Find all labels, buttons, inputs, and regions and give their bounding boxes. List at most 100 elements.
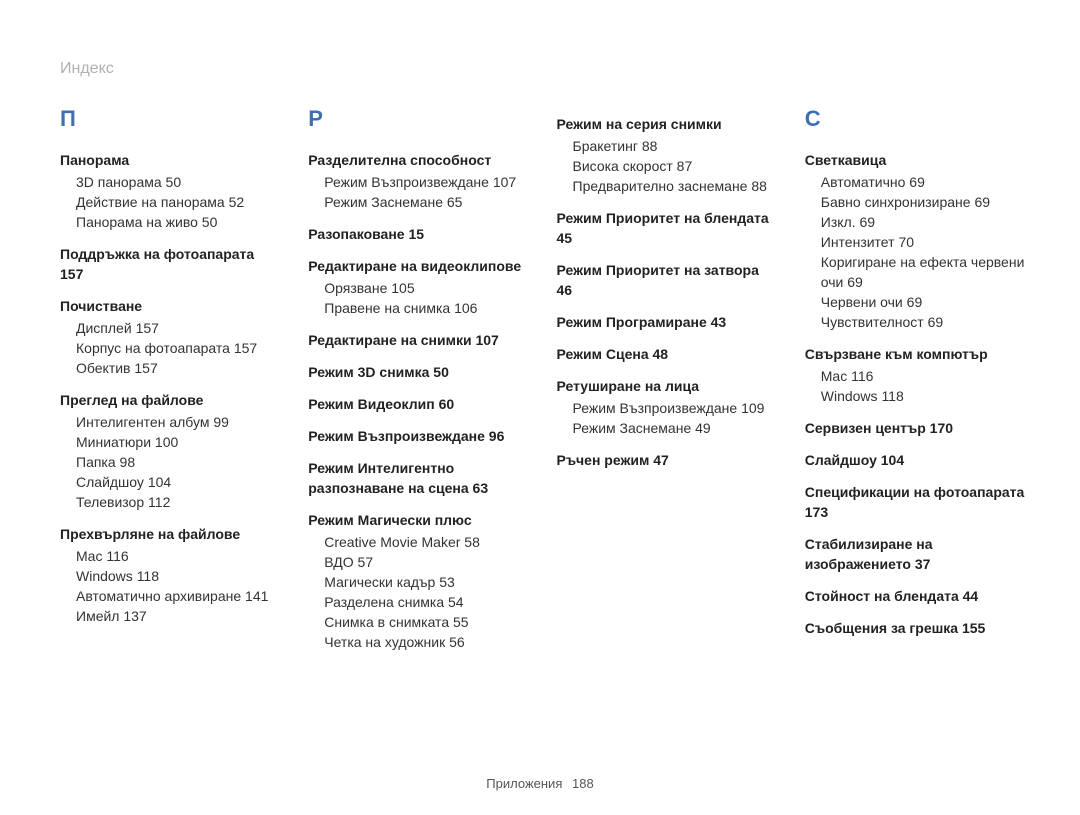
sub-item[interactable]: Интелигентен албум 99 xyxy=(76,412,280,432)
sub-item[interactable]: Изкл. 69 xyxy=(821,212,1025,232)
sub-item[interactable]: Mac 116 xyxy=(76,546,280,566)
sub-item-page: 57 xyxy=(358,554,374,570)
sub-item[interactable]: ВДО 57 xyxy=(324,552,528,572)
entry-title[interactable]: Прехвърляне на файлове xyxy=(60,524,280,544)
sub-item[interactable]: Слайдшоу 104 xyxy=(76,472,280,492)
sub-item-page: 118 xyxy=(137,568,159,584)
sub-item[interactable]: Правене на снимка 106 xyxy=(324,298,528,318)
entry-title[interactable]: Разделителна способност xyxy=(308,150,528,170)
index-entry: Разопаковане 15 xyxy=(308,224,528,244)
entry-title-text: Почистване xyxy=(60,298,142,314)
entry-title[interactable]: Режим Програмиране 43 xyxy=(557,312,777,332)
sub-item[interactable]: Автоматично архивиране 141 xyxy=(76,586,280,606)
sub-item[interactable]: Четка на художник 56 xyxy=(324,632,528,652)
entry-page: 50 xyxy=(433,364,449,380)
sub-item[interactable]: Windows 118 xyxy=(821,386,1025,406)
sub-item[interactable]: Бавно синхронизиране 69 xyxy=(821,192,1025,212)
entry-title[interactable]: Режим Сцена 48 xyxy=(557,344,777,364)
index-entry: Спецификации на фотоапарата 173 xyxy=(805,482,1025,522)
sub-item-page: 116 xyxy=(851,368,873,384)
sub-item-label: Папка xyxy=(76,454,116,470)
entry-title[interactable]: Режим Магически плюс xyxy=(308,510,528,530)
sub-item[interactable]: Коригиране на ефекта червени очи 69 xyxy=(821,252,1025,292)
entry-title[interactable]: Режим Приоритет на блендата 45 xyxy=(557,208,777,248)
entry-title[interactable]: Светкавица xyxy=(805,150,1025,170)
sub-item[interactable]: 3D панорама 50 xyxy=(76,172,280,192)
entry-page: 43 xyxy=(711,314,727,330)
sub-item[interactable]: Режим Възпроизвеждане 109 xyxy=(573,398,777,418)
entry-title[interactable]: Стабилизиране на изображението 37 xyxy=(805,534,1025,574)
sub-item[interactable]: Магически кадър 53 xyxy=(324,572,528,592)
sub-item[interactable]: Режим Заснемане 65 xyxy=(324,192,528,212)
entry-title[interactable]: Редактиране на снимки 107 xyxy=(308,330,528,350)
sub-item[interactable]: Корпус на фотоапарата 157 xyxy=(76,338,280,358)
sub-item[interactable]: Mac 116 xyxy=(821,366,1025,386)
index-entry: Слайдшоу 104 xyxy=(805,450,1025,470)
sub-item-page: 87 xyxy=(677,158,693,174)
entry-title[interactable]: Режим Възпроизвеждане 96 xyxy=(308,426,528,446)
entry-title[interactable]: Разопаковане 15 xyxy=(308,224,528,244)
entry-title[interactable]: Режим 3D снимка 50 xyxy=(308,362,528,382)
sub-item[interactable]: Creative Movie Maker 58 xyxy=(324,532,528,552)
sub-item[interactable]: Режим Възпроизвеждане 107 xyxy=(324,172,528,192)
sub-item-page: 70 xyxy=(898,234,914,250)
sub-item-label: Орязване xyxy=(324,280,387,296)
entry-title[interactable]: Сервизен център 170 xyxy=(805,418,1025,438)
index-column: Режим на серия снимкиБракетинг 88Висока … xyxy=(557,106,777,664)
sub-item-label: Mac xyxy=(76,548,102,564)
sub-item-label: Windows xyxy=(821,388,878,404)
entry-title[interactable]: Панорама xyxy=(60,150,280,170)
sub-item[interactable]: Червени очи 69 xyxy=(821,292,1025,312)
entry-title[interactable]: Режим Приоритет на затвора 46 xyxy=(557,260,777,300)
sub-item-label: Миниатюри xyxy=(76,434,151,450)
sub-item[interactable]: Бракетинг 88 xyxy=(573,136,777,156)
sub-item[interactable]: Режим Заснемане 49 xyxy=(573,418,777,438)
sub-item[interactable]: Windows 118 xyxy=(76,566,280,586)
entry-title[interactable]: Съобщения за грешка 155 xyxy=(805,618,1025,638)
sub-item[interactable]: Панорама на живо 50 xyxy=(76,212,280,232)
sub-item[interactable]: Автоматично 69 xyxy=(821,172,1025,192)
entry-title[interactable]: Свързване към компютър xyxy=(805,344,1025,364)
sub-item-page: 100 xyxy=(155,434,178,450)
entry-title[interactable]: Стойност на блендата 44 xyxy=(805,586,1025,606)
sub-item-page: 157 xyxy=(134,360,157,376)
index-entry: Съобщения за грешка 155 xyxy=(805,618,1025,638)
sub-item[interactable]: Миниатюри 100 xyxy=(76,432,280,452)
sub-item-label: Имейл xyxy=(76,608,119,624)
sub-item[interactable]: Разделена снимка 54 xyxy=(324,592,528,612)
sub-item[interactable]: Действие на панорама 52 xyxy=(76,192,280,212)
sub-item-label: Режим Възпроизвеждане xyxy=(324,174,489,190)
sub-item[interactable]: Обектив 157 xyxy=(76,358,280,378)
entry-title[interactable]: Режим Интелигентно разпознаване на сцена… xyxy=(308,458,528,498)
sub-item[interactable]: Висока скорост 87 xyxy=(573,156,777,176)
entry-title[interactable]: Поддръжка на фотоапарата 157 xyxy=(60,244,280,284)
entry-title-text: Режим Магически плюс xyxy=(308,512,471,528)
sub-list: 3D панорама 50Действие на панорама 52Пан… xyxy=(76,172,280,232)
sub-item-label: ВДО xyxy=(324,554,353,570)
sub-item[interactable]: Интензитет 70 xyxy=(821,232,1025,252)
index-column: ССветкавицаАвтоматично 69Бавно синхрониз… xyxy=(805,106,1025,664)
footer-page-number: 188 xyxy=(572,776,594,791)
sub-item[interactable]: Дисплей 157 xyxy=(76,318,280,338)
entry-title[interactable]: Слайдшоу 104 xyxy=(805,450,1025,470)
sub-item[interactable]: Папка 98 xyxy=(76,452,280,472)
entry-title-text: Спецификации на фотоапарата xyxy=(805,484,1025,500)
entry-title[interactable]: Спецификации на фотоапарата 173 xyxy=(805,482,1025,522)
entry-title[interactable]: Ръчен режим 47 xyxy=(557,450,777,470)
entry-title[interactable]: Ретуширане на лица xyxy=(557,376,777,396)
sub-item[interactable]: Телевизор 112 xyxy=(76,492,280,512)
sub-item[interactable]: Орязване 105 xyxy=(324,278,528,298)
entry-title[interactable]: Режим Видеоклип 60 xyxy=(308,394,528,414)
sub-item[interactable]: Предварително заснемане 88 xyxy=(573,176,777,196)
sub-item[interactable]: Снимка в снимката 55 xyxy=(324,612,528,632)
entry-title[interactable]: Преглед на файлове xyxy=(60,390,280,410)
entry-title-text: Режим Възпроизвеждане xyxy=(308,428,485,444)
index-column: ППанорама3D панорама 50Действие на панор… xyxy=(60,106,280,664)
column-spacer xyxy=(557,106,777,114)
entry-title[interactable]: Почистване xyxy=(60,296,280,316)
sub-item[interactable]: Имейл 137 xyxy=(76,606,280,626)
entry-title[interactable]: Режим на серия снимки xyxy=(557,114,777,134)
entry-title[interactable]: Редактиране на видеоклипове xyxy=(308,256,528,276)
sub-item-label: Бавно синхронизиране xyxy=(821,194,971,210)
sub-item[interactable]: Чувствителност 69 xyxy=(821,312,1025,332)
